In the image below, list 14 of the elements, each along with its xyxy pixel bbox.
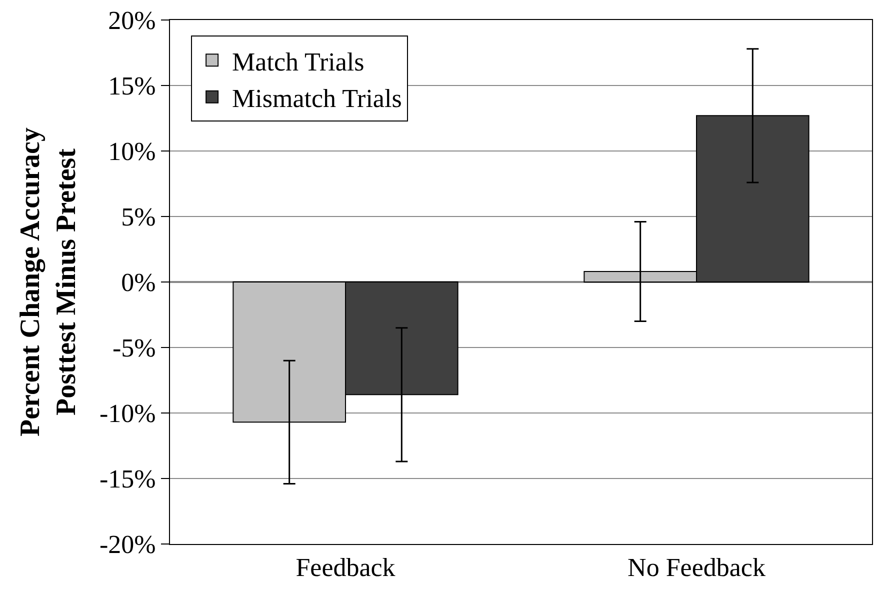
y-axis-title: Percent Change Accuracy Posttest Minus Pretest bbox=[14, 128, 82, 436]
y-tick-label: -20% bbox=[99, 530, 156, 560]
y-tick-label: 15% bbox=[108, 72, 156, 101]
y-tick-label: 20% bbox=[108, 6, 156, 36]
x-tick-label: Feedback bbox=[296, 553, 396, 582]
x-tick-label: No Feedback bbox=[628, 553, 766, 582]
y-tick-label: 5% bbox=[121, 202, 156, 232]
legend-label: Mismatch Trials bbox=[232, 84, 402, 114]
y-tick-label: 10% bbox=[108, 137, 156, 166]
y-tick-label: -5% bbox=[112, 334, 156, 363]
y-tick-label: -15% bbox=[99, 464, 156, 494]
y-tick-label: 0% bbox=[121, 268, 156, 298]
legend-label: Match Trials bbox=[232, 47, 364, 76]
y-tick-label: -10% bbox=[99, 399, 156, 428]
